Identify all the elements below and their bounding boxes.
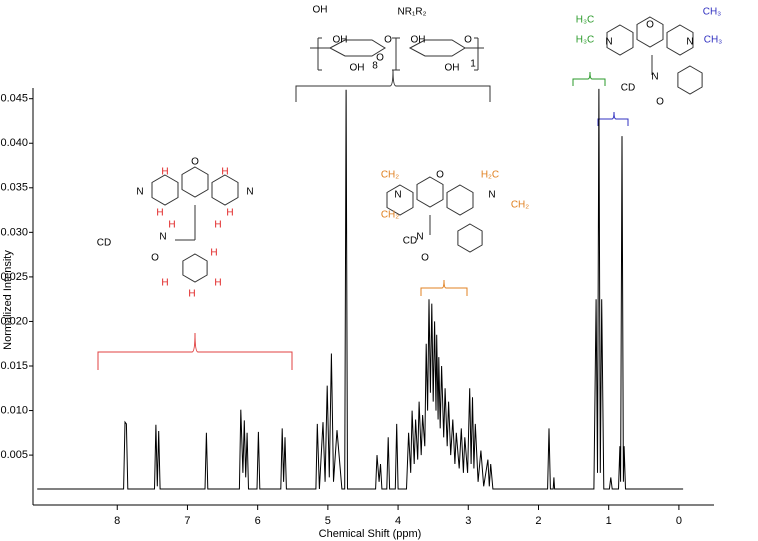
structure-label: H [161, 278, 168, 289]
bracket [295, 69, 491, 102]
structure-label: O [376, 53, 384, 64]
structure-label: O [421, 253, 429, 264]
structure-label: H [210, 248, 217, 259]
x-tick-label: 0 [676, 515, 682, 527]
structure-label: OH [411, 35, 426, 46]
y-tick-label: 0.035 [0, 182, 28, 194]
bracket [572, 71, 606, 86]
structure-label: N [605, 37, 612, 48]
structure-label: N [488, 190, 495, 201]
x-tick-label: 1 [606, 515, 612, 527]
structure-label: N [394, 190, 401, 201]
ring [151, 174, 179, 206]
structure-label: O [656, 97, 664, 108]
structure-label: H₃C [576, 35, 595, 46]
structure-label: OH [313, 5, 328, 16]
ring [446, 184, 474, 216]
structure-label: O [384, 35, 392, 46]
structure-label: N [416, 232, 423, 243]
y-tick-label: 0.005 [0, 449, 28, 461]
ring [182, 253, 208, 283]
structure-label: O [151, 253, 159, 264]
y-tick-label: 0.040 [0, 137, 28, 149]
structure-label: H [188, 289, 195, 300]
structure-label: CH₃ [703, 7, 722, 18]
spectrum-line [37, 88, 684, 490]
structure-label: H₂C [481, 170, 499, 181]
structure-label: H [226, 208, 233, 219]
x-tick-label: 5 [325, 515, 331, 527]
ring [310, 37, 484, 71]
bracket [420, 279, 468, 296]
ring [606, 24, 634, 56]
structure-label: CH₃ [704, 35, 723, 46]
structure-label: H [161, 167, 168, 178]
structure-label: N [136, 187, 143, 198]
x-tick-label: 6 [255, 515, 261, 527]
y-tick-label: 0.025 [0, 271, 28, 283]
structure-label: OH [445, 63, 460, 74]
ring [181, 166, 209, 198]
x-tick-label: 3 [465, 515, 471, 527]
structure-label: N [651, 72, 658, 83]
x-tick-label: 7 [184, 515, 190, 527]
structure-label: H [156, 208, 163, 219]
ring [457, 223, 483, 253]
structure-label: CH₂ [381, 210, 399, 221]
ring [328, 39, 386, 57]
x-tick-label: 4 [395, 515, 401, 527]
structure-label: N [246, 187, 253, 198]
structure-label: CH₂ [511, 200, 529, 211]
x-axis-title: Chemical Shift (ppm) [319, 528, 422, 540]
structure-label: CH₂ [381, 170, 399, 181]
structure-label: H₃C [576, 15, 595, 26]
ring [211, 174, 239, 206]
y-tick-label: 0.015 [0, 360, 28, 372]
structure-label: CD [97, 238, 111, 249]
ring [416, 176, 444, 208]
y-tick-label: 0.045 [0, 93, 28, 105]
ring [666, 24, 694, 56]
ring [677, 65, 703, 95]
ring [386, 184, 414, 216]
structure-label: O [464, 35, 472, 46]
bracket [97, 332, 293, 370]
bracket [597, 111, 629, 126]
structure-label: N [159, 232, 166, 243]
structure-label: H [221, 167, 228, 178]
ring [636, 16, 664, 48]
y-tick-label: 0.010 [0, 404, 28, 416]
y-axis-title: Normalized Intensity [2, 250, 14, 350]
structure-label: O [436, 170, 444, 181]
structure-label: H [214, 278, 221, 289]
x-tick-label: 2 [535, 515, 541, 527]
structure-label: 8 [372, 61, 378, 72]
structure-label: 1 [470, 59, 476, 70]
structure-label: OH [350, 63, 365, 74]
y-tick-label: 0.030 [0, 226, 28, 238]
structure-label: CD [621, 83, 635, 94]
structure-label: O [646, 20, 654, 31]
structure-label: O [191, 157, 199, 168]
structure-label: N [686, 37, 693, 48]
structure-label: NR₁R₂ [398, 7, 427, 18]
structure-label: H [214, 220, 221, 231]
structure-label: CD [403, 236, 417, 247]
structure-label: OH [333, 35, 348, 46]
ring [175, 55, 653, 241]
y-tick-label: 0.020 [0, 315, 28, 327]
structure-label: H [168, 220, 175, 231]
x-tick-label: 8 [114, 515, 120, 527]
